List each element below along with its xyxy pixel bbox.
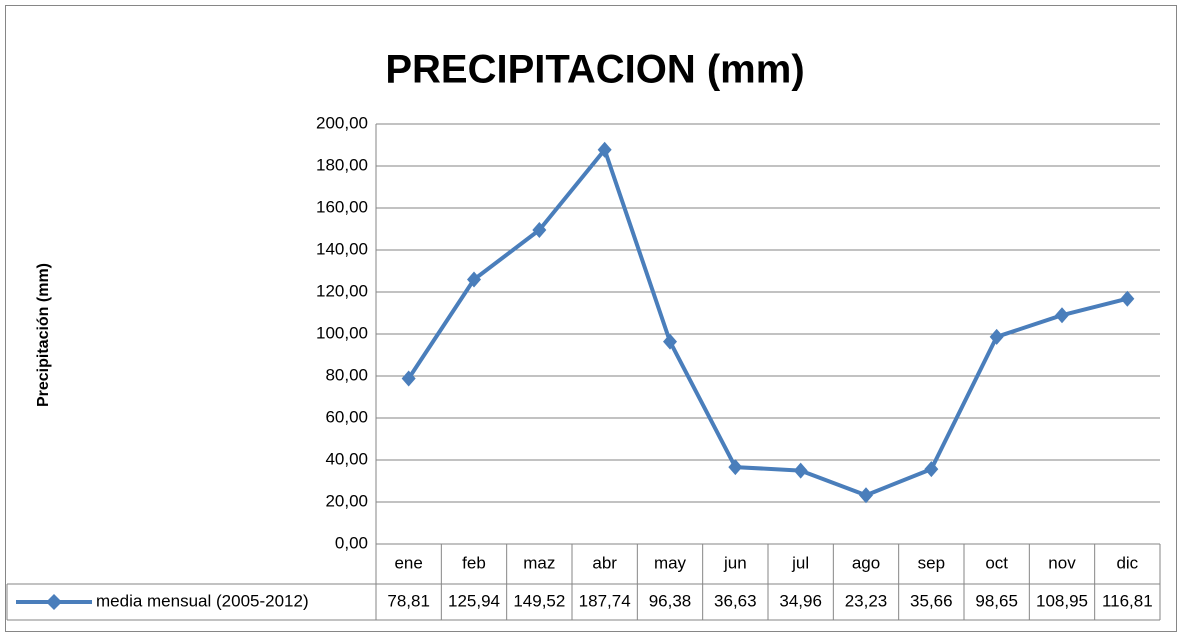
x-tick-label: dic: [1116, 553, 1138, 572]
y-tick-label: 140,00: [316, 239, 368, 258]
point-marker: [597, 141, 612, 158]
x-tick-label: sep: [918, 553, 945, 572]
table-value: 36,63: [714, 591, 757, 610]
point-marker: [859, 487, 873, 504]
table-value: 98,65: [975, 591, 1018, 610]
chart-border: [5, 5, 1177, 632]
y-tick-label: 60,00: [325, 407, 368, 426]
point-marker: [1055, 307, 1069, 324]
x-tick-label: feb: [462, 553, 486, 572]
y-tick-label: 100,00: [316, 323, 368, 342]
x-tick-label: ene: [394, 553, 422, 572]
point-marker: [793, 462, 808, 479]
point-marker: [532, 222, 547, 239]
y-tick-label: 180,00: [316, 155, 368, 174]
point-marker: [989, 328, 1004, 345]
x-tick-label: oct: [985, 553, 1008, 572]
y-tick-label: 160,00: [316, 197, 368, 216]
table-value: 108,95: [1036, 591, 1088, 610]
table-value: 23,23: [845, 591, 888, 610]
table-value: 35,66: [910, 591, 953, 610]
table-value: 96,38: [649, 591, 692, 610]
x-tick-label: ago: [852, 553, 880, 572]
table-value: 78,81: [387, 591, 430, 610]
point-marker: [728, 459, 743, 476]
series-line: [406, 147, 1128, 498]
y-tick-label: 0,00: [335, 533, 368, 552]
legend-marker: [46, 594, 62, 610]
point-marker: [1120, 290, 1135, 307]
table-value: 187,74: [579, 591, 631, 610]
x-tick-label: nov: [1048, 553, 1076, 572]
y-tick-label: 80,00: [325, 365, 368, 384]
y-tick-label: 200,00: [316, 113, 368, 132]
y-axis-label: Precipitación (mm): [35, 263, 52, 407]
table-value: 34,96: [779, 591, 822, 610]
point-marker: [401, 370, 416, 387]
legend-label: media mensual (2005-2012): [96, 591, 309, 610]
x-tick-label: maz: [523, 553, 555, 572]
point-marker: [924, 461, 939, 478]
chart-title: PRECIPITACION (mm): [385, 48, 804, 92]
table-value: 149,52: [513, 591, 565, 610]
x-tick-label: abr: [592, 553, 617, 572]
y-tick-label: 40,00: [325, 449, 368, 468]
y-tick-label: 20,00: [325, 491, 368, 510]
point-marker: [467, 271, 481, 288]
y-tick-label: 120,00: [316, 281, 368, 300]
x-tick-label: jun: [723, 553, 747, 572]
table-value: 116,81: [1102, 591, 1153, 610]
table-value: 125,94: [448, 591, 500, 610]
x-tick-label: may: [654, 553, 687, 572]
x-tick-label: jul: [791, 553, 809, 572]
point-marker: [663, 333, 677, 350]
